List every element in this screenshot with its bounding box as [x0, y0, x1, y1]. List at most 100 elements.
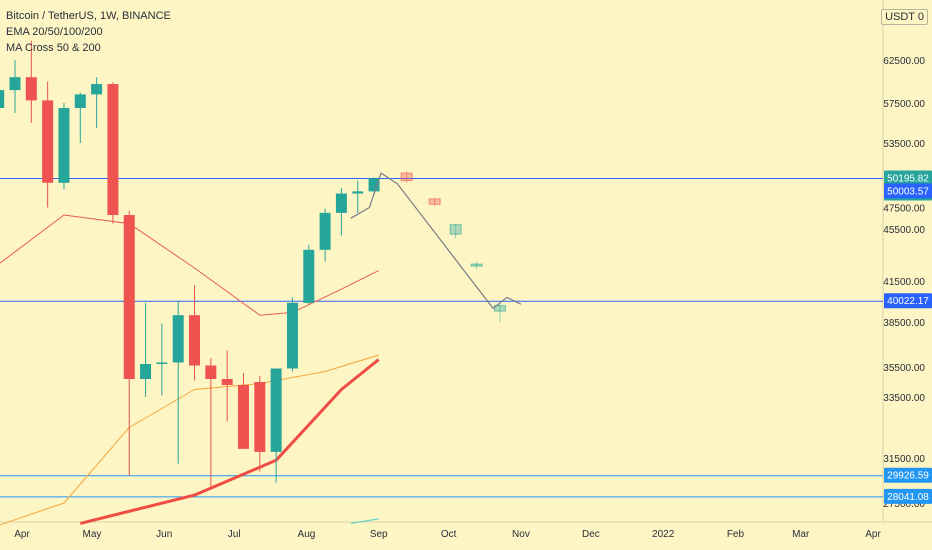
candle: [221, 350, 233, 422]
currency-suffix: 0: [917, 11, 924, 23]
x-tick-label: Jun: [156, 529, 172, 540]
candle: [0, 90, 5, 108]
price-badge-bg: [884, 467, 932, 483]
y-tick-label: 47500.00: [883, 204, 925, 215]
y-tick-label: 31500.00: [883, 454, 925, 465]
projected-candle-body: [449, 224, 462, 235]
candle: [237, 373, 249, 449]
y-tick-label: 57500.00: [883, 99, 925, 110]
price-badge-bg: [884, 183, 932, 199]
x-tick-label: Nov: [512, 529, 530, 540]
candle-body: [25, 77, 37, 101]
candle: [74, 92, 86, 143]
ema-indicator-label[interactable]: EMA 20/50/100/200: [6, 26, 103, 38]
x-tick-label: Oct: [441, 529, 457, 540]
candle: [107, 82, 119, 224]
candle-body: [189, 315, 201, 366]
projected-candle: [428, 197, 441, 207]
x-tick-label: Dec: [582, 529, 600, 540]
candle: [25, 40, 37, 123]
candle-body: [58, 108, 70, 183]
candle: [9, 60, 21, 113]
price-badge-label: 29926.59: [887, 471, 929, 482]
y-tick-label: 27500.00: [883, 499, 925, 510]
projected-candle: [470, 261, 483, 270]
ma-cross-teal-line: [350, 518, 379, 524]
candle-body: [319, 212, 331, 250]
projected-candle: [493, 304, 506, 322]
y-tick-label: 33500.00: [883, 393, 925, 404]
candle-body: [335, 193, 347, 213]
x-tick-label: Jul: [228, 529, 241, 540]
candle-body: [270, 368, 282, 452]
price-badge-label: 50195.82: [887, 174, 929, 185]
symbol-title[interactable]: Bitcoin / TetherUS, 1W, BINANCE: [6, 10, 171, 22]
projected-candle: [400, 170, 413, 183]
candle-body: [352, 191, 364, 194]
candle-body: [123, 215, 135, 379]
candle: [172, 301, 184, 464]
ma-cross-indicator-label[interactable]: MA Cross 50 & 200: [6, 42, 101, 54]
x-tick-label: Mar: [792, 529, 810, 540]
candle: [42, 81, 54, 208]
x-tick-label: Apr: [14, 529, 30, 540]
candle-body: [0, 90, 5, 108]
candle: [254, 376, 266, 472]
candle-body: [9, 77, 21, 91]
forecast-path-line: [350, 172, 522, 310]
x-tick-label: May: [82, 529, 101, 540]
candle: [58, 103, 70, 190]
ema-20-line: [0, 214, 379, 316]
currency-selector[interactable]: USDT 0: [881, 9, 928, 25]
price-badge-label: 40022.17: [887, 296, 929, 307]
candle-body: [91, 84, 103, 95]
candle-body: [237, 385, 249, 449]
y-tick-label: 62500.00: [883, 56, 925, 67]
candle-body: [172, 315, 184, 363]
x-tick-label: Feb: [727, 529, 745, 540]
ema-50-line: [0, 354, 379, 526]
projected-candle-body: [400, 172, 413, 182]
projected-candle: [449, 223, 462, 239]
chart-legend: Bitcoin / TetherUS, 1W, BINANCE EMA 20/5…: [6, 8, 171, 56]
price-badge: 29926.59: [884, 467, 932, 483]
candle: [335, 188, 347, 236]
x-tick-label: 2022: [652, 529, 675, 540]
price-badge: 50003.57: [884, 183, 932, 199]
candle-body: [107, 84, 119, 216]
candle: [123, 210, 135, 476]
price-badge: 28041.08: [884, 488, 932, 504]
currency-label: USDT: [885, 11, 915, 23]
price-badge: 40022.17: [884, 293, 932, 309]
candle-body: [205, 365, 217, 379]
candle: [319, 208, 331, 262]
candle-body: [74, 94, 86, 108]
candle: [91, 77, 103, 128]
y-tick-label: 35500.00: [883, 363, 925, 374]
candle: [352, 180, 364, 213]
candle: [156, 323, 168, 396]
candle-body: [140, 364, 152, 379]
projected-candle-body: [428, 198, 441, 205]
price-badge-label: 50003.57: [887, 186, 929, 197]
candle: [270, 368, 282, 483]
candle-body: [303, 249, 315, 303]
candle-body: [221, 379, 233, 385]
candle-body: [156, 362, 168, 364]
y-tick-label: 45500.00: [883, 225, 925, 236]
price-badge-bg: [884, 488, 932, 504]
price-badge-bg: [884, 293, 932, 309]
candle-body: [286, 302, 298, 369]
candle: [368, 177, 380, 195]
candle: [205, 358, 217, 489]
candle: [140, 302, 152, 397]
candle: [286, 297, 298, 372]
x-tick-label: Sep: [370, 529, 388, 540]
candle-body: [368, 178, 380, 192]
projected-candle-body: [470, 263, 483, 267]
y-tick-label: 41500.00: [883, 277, 925, 288]
candle-body: [254, 382, 266, 452]
